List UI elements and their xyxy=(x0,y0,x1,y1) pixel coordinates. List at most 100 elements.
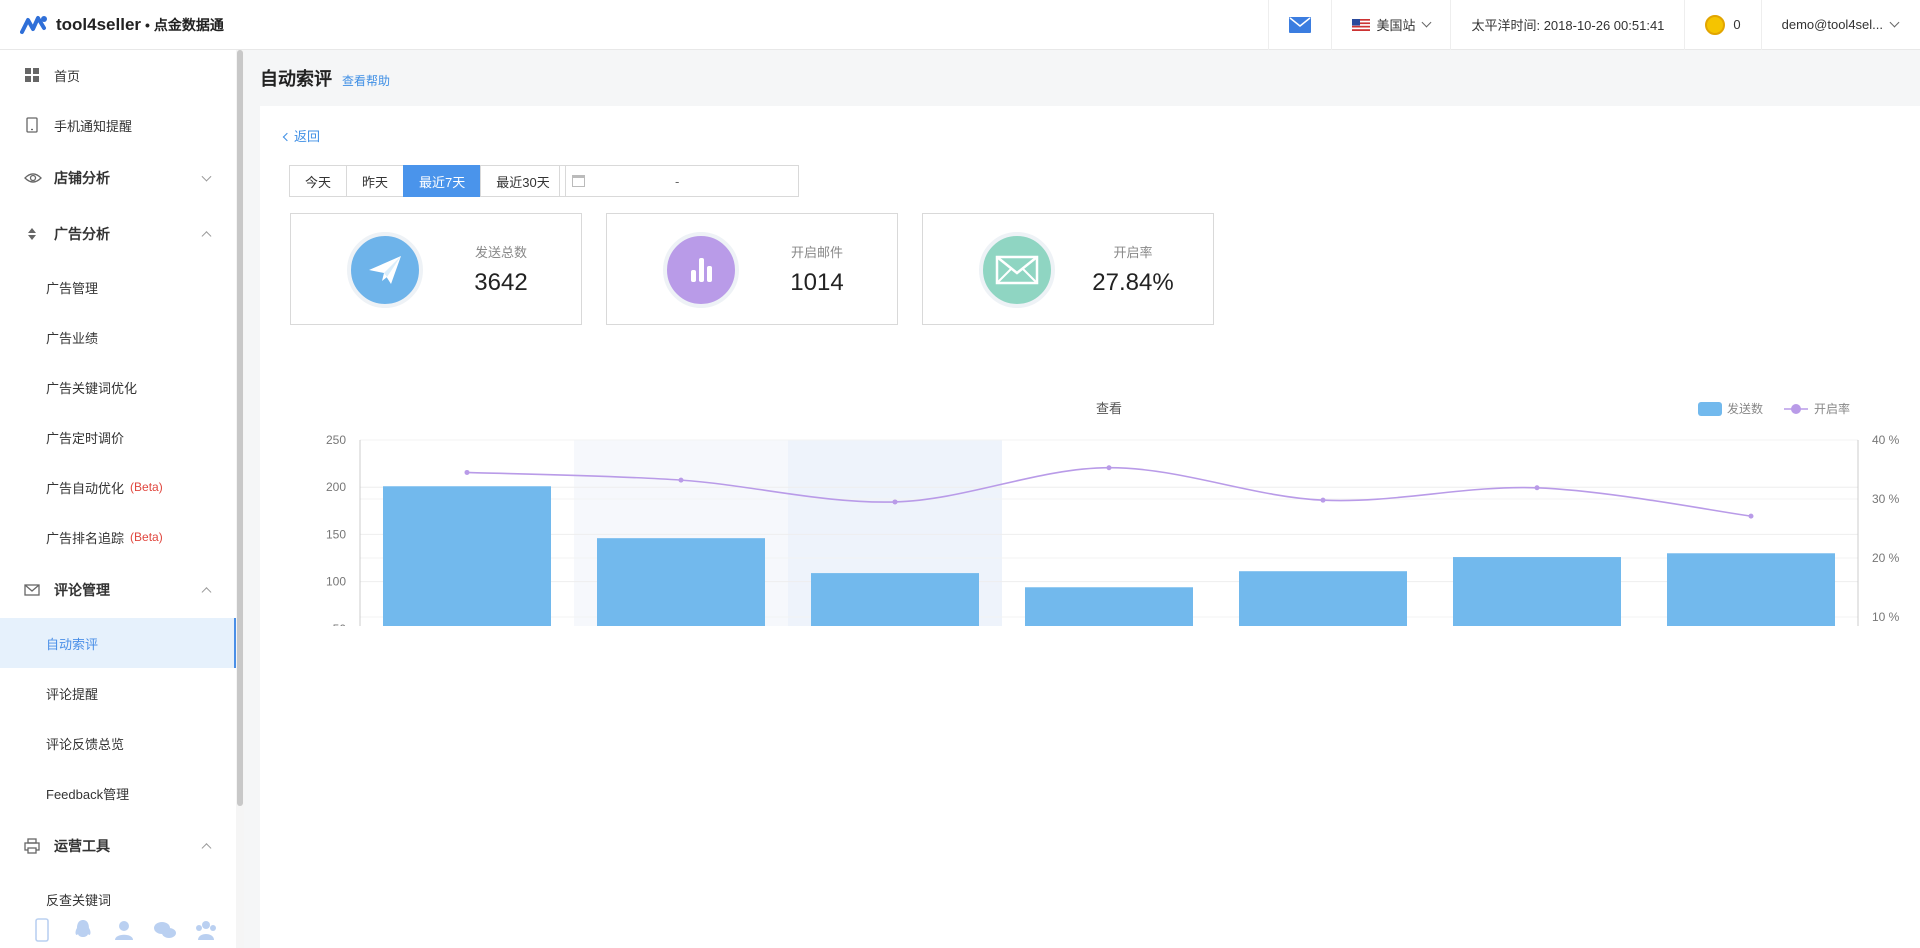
brand[interactable]: tool4seller • 点金数据通 xyxy=(0,14,224,36)
sidebar: 首页 手机通知提醒 店铺分析 广告分析 广告管理 广告业绩 广告关键 xyxy=(0,50,244,948)
eye-icon xyxy=(24,173,42,183)
sidebar-item-review-alert[interactable]: 评论提醒 xyxy=(0,668,236,718)
sidebar-item-ad-auto[interactable]: 广告自动优化 (Beta) xyxy=(0,462,236,512)
us-flag-icon xyxy=(1352,18,1371,31)
chart-container: 查看0501001502002500 %10 %20 %30 %40 %10-1… xyxy=(290,346,1920,626)
sidebar-group-shop-analysis[interactable]: 店铺分析 xyxy=(0,150,236,206)
tab-last-30-days[interactable]: 最近30天 xyxy=(480,165,566,197)
back-link[interactable]: 返回 xyxy=(282,126,320,145)
combo-chart: 查看0501001502002500 %10 %20 %30 %40 %10-1… xyxy=(326,401,1900,626)
printer-icon xyxy=(24,838,40,854)
sidebar-item-label: 广告关键词优化 xyxy=(46,380,138,396)
main-area: 自动索评 查看帮助 返回 今天 昨天 最近7天 最近30天 - xyxy=(244,50,1920,948)
sidebar-item-mobile-notify[interactable]: 手机通知提醒 xyxy=(0,100,236,150)
sidebar-item-label: Feedback管理 xyxy=(46,786,130,802)
site-label: 美国站 xyxy=(1376,18,1416,33)
tab-today[interactable]: 今天 xyxy=(289,165,348,197)
brand-name: tool4seller xyxy=(56,14,142,34)
brand-logo-icon xyxy=(20,15,47,34)
bar xyxy=(383,486,551,626)
sidebar-item-label: 广告定时调价 xyxy=(46,430,125,446)
y-left-tick-label: 200 xyxy=(326,480,346,494)
sidebar-item-label: 反查关键词 xyxy=(46,892,112,908)
mail-icon xyxy=(1289,16,1312,33)
page-header: 自动索评 查看帮助 xyxy=(260,50,390,106)
scrollbar-thumb[interactable] xyxy=(237,50,243,806)
y-right-tick-label: 20 % xyxy=(1872,551,1900,565)
sidebar-group-ad-analysis[interactable]: 广告分析 xyxy=(0,206,236,262)
coin-icon xyxy=(1705,14,1726,35)
user-menu[interactable]: demo@tool4sel... xyxy=(1760,0,1920,50)
sidebar-item-label: 首页 xyxy=(54,68,81,84)
stat-card-sent: 发送总数 3642 xyxy=(290,213,582,325)
mail-button[interactable] xyxy=(1268,0,1331,50)
time-text: 太平洋时间: 2018-10-26 00:51:41 xyxy=(1471,18,1665,33)
tab-last-7-days[interactable]: 最近7天 xyxy=(403,165,482,197)
chevron-down-icon xyxy=(201,171,212,182)
sidebar-item-label: 自动索评 xyxy=(46,636,99,652)
y-left-tick-label: 150 xyxy=(326,527,346,541)
stat-value: 1014 xyxy=(790,269,844,296)
sidebar-item-label: 评论反馈总览 xyxy=(46,736,125,752)
bar xyxy=(1453,557,1621,626)
chevron-left-icon xyxy=(282,132,292,142)
stat-value: 27.84% xyxy=(1092,269,1174,296)
sidebar-item-home[interactable]: 首页 xyxy=(0,50,236,100)
sidebar-item-label: 手机通知提醒 xyxy=(54,118,133,134)
y-right-tick-label: 30 % xyxy=(1872,492,1900,506)
sidebar-group-label: 店铺分析 xyxy=(54,170,110,186)
tab-yesterday[interactable]: 昨天 xyxy=(346,165,405,197)
stat-value: 3642 xyxy=(474,269,528,296)
chevron-up-icon xyxy=(201,231,212,242)
y-left-tick-label: 50 xyxy=(333,622,347,626)
line-point xyxy=(1748,513,1754,519)
bar xyxy=(1025,587,1193,626)
phone-icon[interactable] xyxy=(30,918,54,942)
line-point xyxy=(464,469,470,475)
sidebar-footer xyxy=(30,918,218,942)
chevron-down-icon xyxy=(1889,17,1900,28)
help-link[interactable]: 查看帮助 xyxy=(342,73,391,88)
sidebar-item-ad-keyword[interactable]: 广告关键词优化 xyxy=(0,362,236,412)
sidebar-item-feedback[interactable]: Feedback管理 xyxy=(0,768,236,818)
group-icon[interactable] xyxy=(194,918,218,942)
site-selector[interactable]: 美国站 xyxy=(1331,0,1450,50)
page-title: 自动索评 xyxy=(260,69,332,89)
sidebar-group-review[interactable]: 评论管理 xyxy=(0,562,236,618)
qq-icon[interactable] xyxy=(71,918,95,942)
date-range-tabs: 今天 昨天 最近7天 最近30天 xyxy=(289,165,566,197)
stat-label: 开启邮件 xyxy=(790,245,843,260)
date-range-picker[interactable]: - xyxy=(559,165,799,197)
sidebar-item-ad-schedule[interactable]: 广告定时调价 xyxy=(0,412,236,462)
sidebar-item-ad-rank[interactable]: 广告排名追踪 (Beta) xyxy=(0,512,236,562)
pacific-time: 太平洋时间: 2018-10-26 00:51:41 xyxy=(1450,0,1684,50)
wechat-icon[interactable] xyxy=(153,918,177,942)
sidebar-item-label: 广告业绩 xyxy=(46,330,99,346)
bar xyxy=(597,538,765,626)
sidebar-item-label: 广告自动优化 xyxy=(46,480,125,496)
sidebar-item-ad-performance[interactable]: 广告业绩 xyxy=(0,312,236,362)
line-point xyxy=(1320,497,1326,503)
sidebar-item-auto-review[interactable]: 自动索评 xyxy=(0,618,236,668)
content-panel: 返回 今天 昨天 最近7天 最近30天 - 发送总数 3642 xyxy=(260,106,1920,948)
coin-balance[interactable]: 0 xyxy=(1684,0,1760,50)
sidebar-scrollbar[interactable] xyxy=(236,50,244,948)
sidebar-item-reverse-keyword[interactable]: 反查关键词 xyxy=(0,874,236,924)
grid-icon xyxy=(25,68,39,82)
contact-icon[interactable] xyxy=(112,918,136,942)
beta-badge: (Beta) xyxy=(130,480,163,494)
y-left-tick-label: 100 xyxy=(326,575,346,589)
sidebar-group-ops-tools[interactable]: 运营工具 xyxy=(0,818,236,874)
stat-card-open-rate: 开启率 27.84% xyxy=(922,213,1214,325)
y-right-tick-label: 10 % xyxy=(1872,610,1900,624)
bar-chart-icon xyxy=(691,258,712,282)
paper-plane-icon xyxy=(369,256,401,284)
beta-badge: (Beta) xyxy=(130,530,163,544)
stat-label: 开启率 xyxy=(1113,245,1153,260)
stat-icon-circle xyxy=(979,232,1055,308)
calendar-icon xyxy=(572,175,585,187)
stat-icon-circle xyxy=(663,232,739,308)
sidebar-item-ad-manage[interactable]: 广告管理 xyxy=(0,262,236,312)
coin-count: 0 xyxy=(1733,17,1741,32)
sidebar-item-review-overview[interactable]: 评论反馈总览 xyxy=(0,718,236,768)
